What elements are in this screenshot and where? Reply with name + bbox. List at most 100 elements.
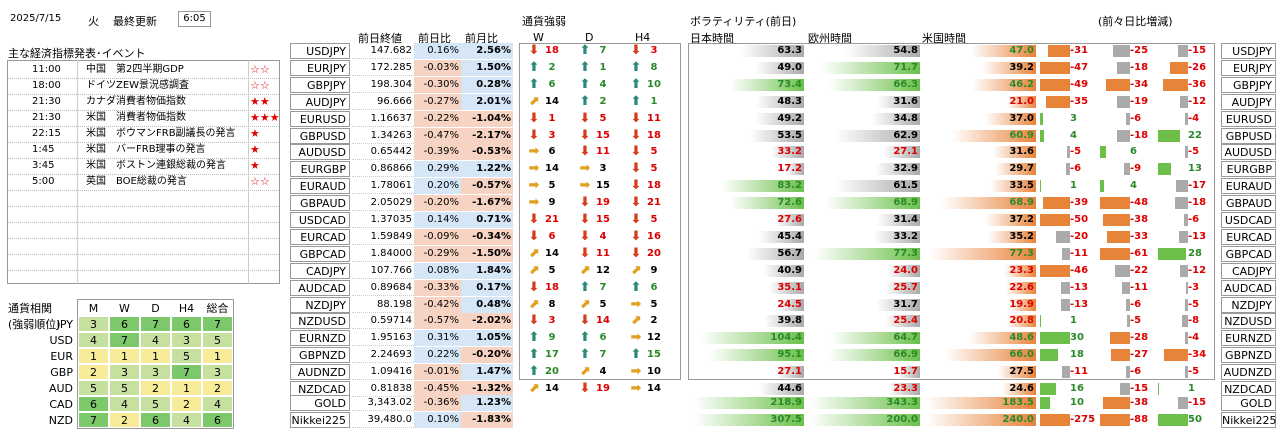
corr-cell: 2 xyxy=(171,396,202,412)
prev-eu-bar xyxy=(1116,96,1130,108)
prev-jp-bar xyxy=(1040,315,1041,327)
vol-us: 47.0 xyxy=(1009,45,1034,56)
vol-jp: 72.6 xyxy=(777,197,802,208)
dd-rank: 6 xyxy=(599,332,607,343)
w-rank: 1 xyxy=(548,113,556,124)
event-row-empty xyxy=(8,222,279,239)
dd-arrow-icon: ⬈ xyxy=(579,364,591,379)
pair-label-right: AUDUSD xyxy=(1221,144,1276,160)
dd-arrow-icon: ⬆ xyxy=(579,330,591,345)
prev-close: 0.81838 xyxy=(352,381,414,397)
prev-close: 1.37035 xyxy=(352,212,414,228)
prev-close: 0.59714 xyxy=(352,313,414,329)
vol-us: 23.3 xyxy=(1009,265,1034,276)
vol-us: 33.5 xyxy=(1009,180,1034,191)
event-country: 米国 xyxy=(86,128,106,139)
h-eu: 欧州時間 xyxy=(808,32,852,45)
corr-cell: 5 xyxy=(171,348,202,364)
corr-cell: 1 xyxy=(202,348,233,364)
vol-eu-bar xyxy=(829,79,920,91)
dd-arrow-icon: ⬈ xyxy=(579,297,591,312)
corr-subtitle: (強弱順位) xyxy=(8,318,61,331)
prev-eu-bar xyxy=(1103,214,1130,226)
pair-label-right: GBPNZD xyxy=(1221,347,1276,363)
vol-us: 39.2 xyxy=(1009,62,1034,73)
event-row: 22:15 米国 ボウマンFRB副議長の発言 ★ xyxy=(8,126,279,143)
vol-jp-bar xyxy=(694,397,804,409)
corr-title: 通貨相関 xyxy=(8,302,52,315)
dd-arrow-icon: ⬆ xyxy=(579,280,591,295)
table-row: EURJPY 172.285 -0.03% 1.50% ⬆ 2 ⬆ 1 ⬆ 8 49.0 71.7 39… xyxy=(0,60,1283,76)
table-row: AUDCAD 0.89684 -0.33% 0.17% ⬇ 18 ⬆ 7 ⬆ 6 35.1 25.7 2… xyxy=(0,280,1283,296)
h4-arrow-icon: ⬇ xyxy=(630,178,642,193)
prev-jp: -275 xyxy=(1070,414,1096,425)
vol-eu: 343.3 xyxy=(886,397,918,408)
dd-rank: 5 xyxy=(599,299,607,310)
vol-eu: 31.4 xyxy=(893,214,918,225)
table-row: AUDUSD 0.65442 -0.39% -0.53% ➡ 6 ⬇ 11 ⬇ 5 33.2 27.1… xyxy=(0,144,1283,160)
vol-us-bar xyxy=(952,130,1036,142)
event-stars: ☆☆ xyxy=(250,175,270,188)
vol-us-bar xyxy=(1005,282,1036,294)
prev-us-bar xyxy=(1175,197,1188,209)
month-change: -0.53% xyxy=(461,144,513,160)
h4-rank: 9 xyxy=(650,265,658,276)
table-row: AUDNZD 1.09416 -0.01% 1.47% ⬆ 20 ⬈ 4 ➡ 10 27.1 15.7… xyxy=(0,364,1283,380)
strength-panel xyxy=(519,43,681,380)
pair-label: EURAUD xyxy=(290,178,350,194)
dd-arrow-icon: ⬇ xyxy=(579,212,591,227)
vol-jp-bar xyxy=(777,366,804,378)
prev-us: -17 xyxy=(1188,180,1207,191)
corr-cell: 7 xyxy=(202,316,233,332)
prev-eu-bar xyxy=(1119,383,1130,395)
table-row: GBPJPY 198.304 -0.30% 0.28% ⬆ 6 ⬆ 4 ⬆ 10 73.4 66.3 4… xyxy=(0,77,1283,93)
corr-cell: 6 xyxy=(109,316,140,332)
dd-rank: 4 xyxy=(599,79,607,90)
event-stars: ★ xyxy=(250,159,260,172)
vol-jp-bar xyxy=(759,231,804,243)
vol-eu-bar xyxy=(876,299,920,311)
event-row: 1:45 米国 バーFRB理事の発言 ★ xyxy=(8,142,279,159)
prev-eu: -18 xyxy=(1130,62,1149,73)
month-change: -1.32% xyxy=(461,381,513,397)
prev-us-bar xyxy=(1177,397,1188,409)
w-arrow-icon: ⬈ xyxy=(528,246,540,261)
prev-eu: -6 xyxy=(1130,299,1142,310)
table-row: USDJPY 147.682 0.16% 2.56% ⬇ 18 ⬆ 7 ⬇ 3 63.3 54.8 47… xyxy=(0,43,1283,59)
corr-cell: 4 xyxy=(109,396,140,412)
h4-rank: 18 xyxy=(647,180,661,191)
prev-close: 172.285 xyxy=(352,60,414,76)
prev-us: -18 xyxy=(1188,197,1207,208)
vol-jp: 307.5 xyxy=(770,414,802,425)
w-arrow-icon: ➡ xyxy=(528,161,540,176)
vol-us: 66.0 xyxy=(1009,349,1034,360)
vol-jp: 83.2 xyxy=(777,180,802,191)
prev-us: -8 xyxy=(1188,315,1200,326)
month-change: -1.67% xyxy=(461,195,513,211)
event-country: 中国 xyxy=(86,64,106,75)
prev-us-bar xyxy=(1158,163,1171,175)
corr-cell: 3 xyxy=(109,364,140,380)
day-change: 0.31% xyxy=(414,330,461,346)
vol-eu: 24.0 xyxy=(893,265,918,276)
month-change: -0.57% xyxy=(461,178,513,194)
prev-jp-bar xyxy=(1040,113,1043,125)
month-change: 1.47% xyxy=(461,364,513,380)
pair-label-right: EURNZD xyxy=(1221,330,1276,346)
prev-eu: -34 xyxy=(1130,79,1149,90)
w-rank: 14 xyxy=(545,383,559,394)
vol-jp: 49.2 xyxy=(777,113,802,124)
corr-cell: 3 xyxy=(78,316,109,332)
vol-eu-bar xyxy=(821,62,920,74)
prev-jp-bar xyxy=(1062,366,1070,378)
day-change: 0.10% xyxy=(414,412,461,428)
corr-cell: 3 xyxy=(171,332,202,348)
vol-us: 37.0 xyxy=(1009,113,1034,124)
w-rank: 9 xyxy=(548,332,556,343)
prev-close: 1.84000 xyxy=(352,246,414,262)
pair-label: AUDNZD xyxy=(290,364,350,380)
prev-close: 2.24693 xyxy=(352,347,414,363)
pair-label-right: GBPJPY xyxy=(1221,77,1276,93)
prev-close: 107.766 xyxy=(352,263,414,279)
vol-us: 19.9 xyxy=(1009,299,1034,310)
